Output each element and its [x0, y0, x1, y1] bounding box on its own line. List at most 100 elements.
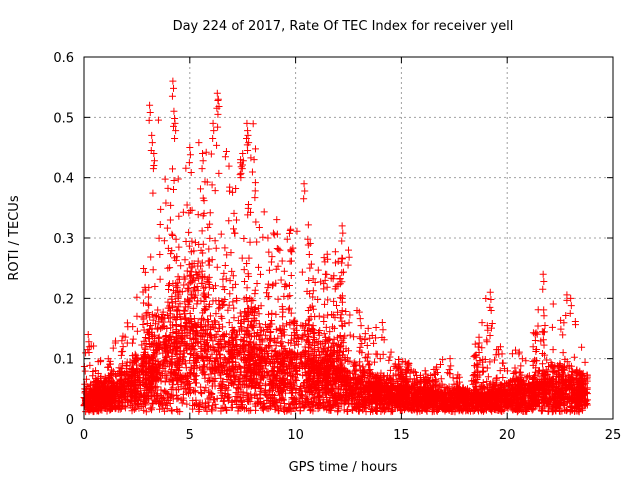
data-point — [523, 407, 531, 415]
data-point — [195, 275, 203, 283]
data-point — [156, 405, 164, 413]
data-point — [437, 375, 445, 383]
data-point — [156, 250, 164, 258]
data-point — [167, 250, 175, 258]
data-point — [445, 383, 453, 391]
data-point — [261, 354, 269, 362]
data-point — [264, 284, 272, 292]
data-point — [204, 322, 212, 330]
data-point — [257, 375, 265, 383]
data-point — [371, 358, 379, 366]
data-point — [87, 380, 95, 388]
data-point — [314, 266, 322, 274]
data-point — [355, 407, 363, 415]
data-point — [280, 400, 288, 408]
data-point — [528, 406, 536, 414]
data-point — [221, 244, 229, 252]
data-point — [189, 397, 197, 405]
data-point — [122, 361, 130, 369]
data-point — [198, 390, 206, 398]
data-point — [549, 346, 557, 354]
data-point — [114, 391, 122, 399]
data-point — [301, 402, 309, 410]
data-point — [141, 399, 149, 407]
data-point — [247, 406, 255, 414]
data-point — [525, 379, 533, 387]
data-point — [205, 388, 213, 396]
data-point — [222, 147, 230, 155]
data-point — [206, 209, 214, 217]
data-point — [444, 404, 452, 412]
data-point — [494, 346, 502, 354]
data-point — [296, 354, 304, 362]
data-point — [289, 381, 297, 389]
data-point — [208, 181, 216, 189]
data-point — [161, 378, 169, 386]
data-point — [166, 399, 174, 407]
data-point — [349, 406, 357, 414]
data-point — [104, 363, 112, 371]
data-point — [535, 367, 543, 375]
data-point — [268, 320, 276, 328]
data-point — [125, 382, 133, 390]
data-point — [147, 393, 155, 401]
data-point — [168, 407, 176, 415]
data-point — [159, 404, 167, 412]
data-point — [317, 278, 325, 286]
data-point — [181, 342, 189, 350]
data-point — [180, 273, 188, 281]
data-point — [221, 153, 229, 161]
data-point — [253, 395, 261, 403]
data-point — [201, 305, 209, 313]
data-point — [496, 367, 504, 375]
data-point — [190, 283, 198, 291]
data-point — [299, 401, 307, 409]
data-point — [209, 323, 217, 331]
data-point — [571, 317, 579, 325]
data-point — [543, 394, 551, 402]
data-point — [401, 358, 409, 366]
data-point — [215, 382, 223, 390]
data-point — [418, 406, 426, 414]
data-point — [192, 401, 200, 409]
data-point — [155, 345, 163, 353]
data-point — [263, 396, 271, 404]
data-point — [562, 311, 570, 319]
data-point — [274, 364, 282, 372]
data-point — [282, 349, 290, 357]
data-point — [564, 371, 572, 379]
data-point — [198, 399, 206, 407]
data-point — [213, 263, 221, 271]
data-point — [200, 289, 208, 297]
data-point — [206, 220, 214, 228]
data-point — [161, 341, 169, 349]
data-point — [191, 388, 199, 396]
data-point — [121, 403, 129, 410]
data-point — [141, 268, 149, 276]
data-point — [294, 334, 302, 342]
data-point — [111, 339, 119, 347]
data-point — [228, 333, 236, 341]
data-point — [260, 208, 268, 216]
data-point — [295, 400, 303, 408]
data-point — [360, 397, 368, 405]
data-point — [261, 390, 269, 398]
data-point — [343, 407, 351, 415]
data-point — [195, 407, 203, 415]
data-point — [578, 406, 586, 414]
data-point — [321, 300, 329, 308]
data-point — [365, 390, 373, 398]
data-point — [346, 311, 354, 319]
data-point — [206, 234, 214, 242]
data-point — [439, 356, 447, 364]
data-point — [145, 284, 153, 292]
data-point — [183, 400, 191, 408]
data-point — [321, 276, 329, 284]
data-point — [235, 404, 243, 412]
data-point — [255, 352, 263, 360]
data-point — [354, 399, 362, 407]
data-point — [178, 288, 186, 296]
data-point — [289, 404, 297, 412]
data-point — [133, 327, 141, 335]
data-point — [568, 382, 576, 390]
